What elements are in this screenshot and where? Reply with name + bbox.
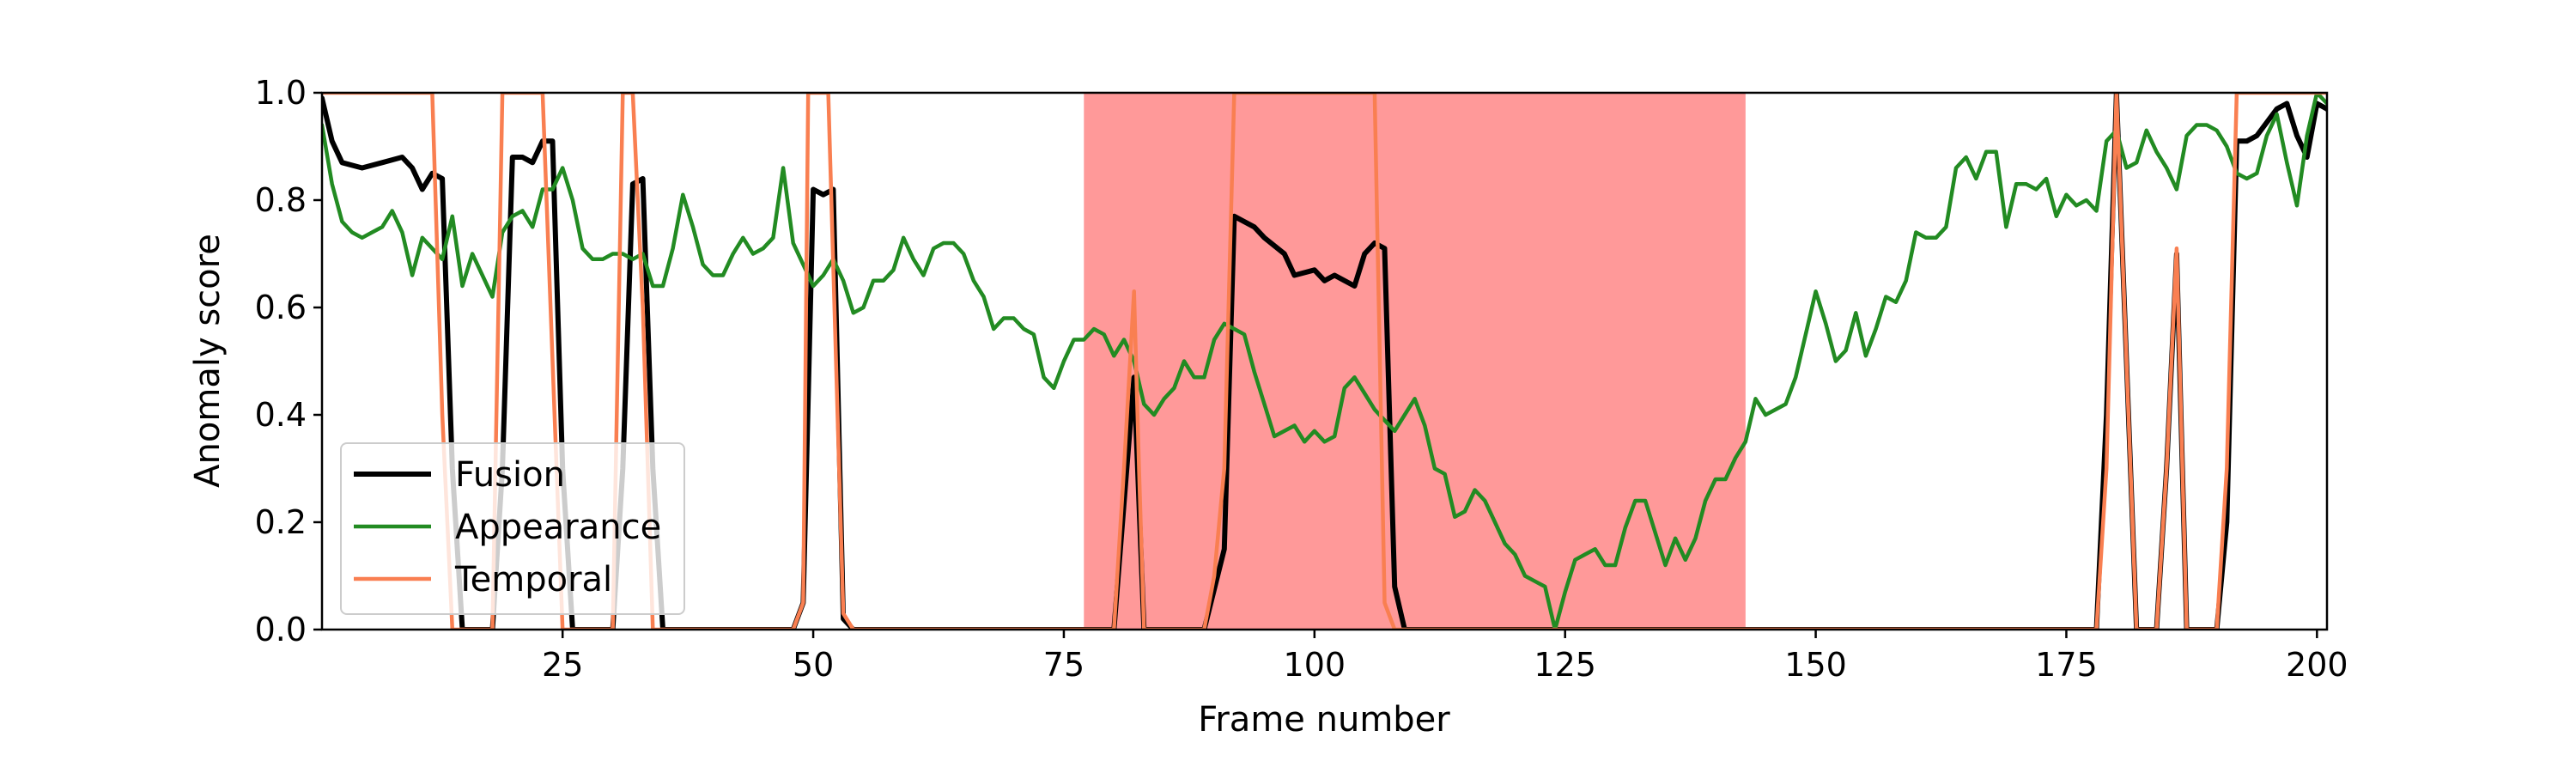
y-axis-ticks: 0.0 0.2 0.4 0.6 0.8 1.0 <box>255 74 322 648</box>
shaded-regions <box>1084 93 1746 630</box>
x-tick-label: 25 <box>542 646 583 684</box>
x-tick-label: 175 <box>2035 646 2098 684</box>
legend-box <box>340 442 685 615</box>
y-tick-label: 0.0 <box>255 611 307 648</box>
legend: Fusion Appearance Temporal <box>340 442 685 615</box>
y-tick-label: 0.8 <box>255 181 307 219</box>
x-tick-label: 200 <box>2286 646 2348 684</box>
x-axis-label: Frame number <box>1198 700 1450 740</box>
x-tick-label: 75 <box>1043 646 1084 684</box>
legend-label-fusion: Fusion <box>455 455 565 495</box>
plot-frame <box>320 91 2329 631</box>
x-tick-label: 50 <box>793 646 834 684</box>
x-axis-ticks: 25 50 75 100 125 150 175 200 <box>542 630 2348 684</box>
legend-label-appearance: Appearance <box>455 508 661 547</box>
x-tick-label: 100 <box>1284 646 1346 684</box>
legend-items: Fusion Appearance Temporal <box>354 455 661 600</box>
shaded-region-0 <box>1084 93 1746 630</box>
y-axis-label: Anomaly score <box>188 234 228 488</box>
y-tick-label: 0.4 <box>255 396 307 434</box>
y-tick-label: 0.6 <box>255 289 307 326</box>
x-tick-label: 125 <box>1534 646 1596 684</box>
y-tick-label: 1.0 <box>255 74 307 112</box>
y-tick-label: 0.2 <box>255 503 307 541</box>
series-line-temporal <box>322 93 2327 630</box>
x-tick-label: 150 <box>1784 646 1847 684</box>
legend-label-temporal: Temporal <box>454 560 612 600</box>
series-line-appearance <box>322 93 2327 630</box>
